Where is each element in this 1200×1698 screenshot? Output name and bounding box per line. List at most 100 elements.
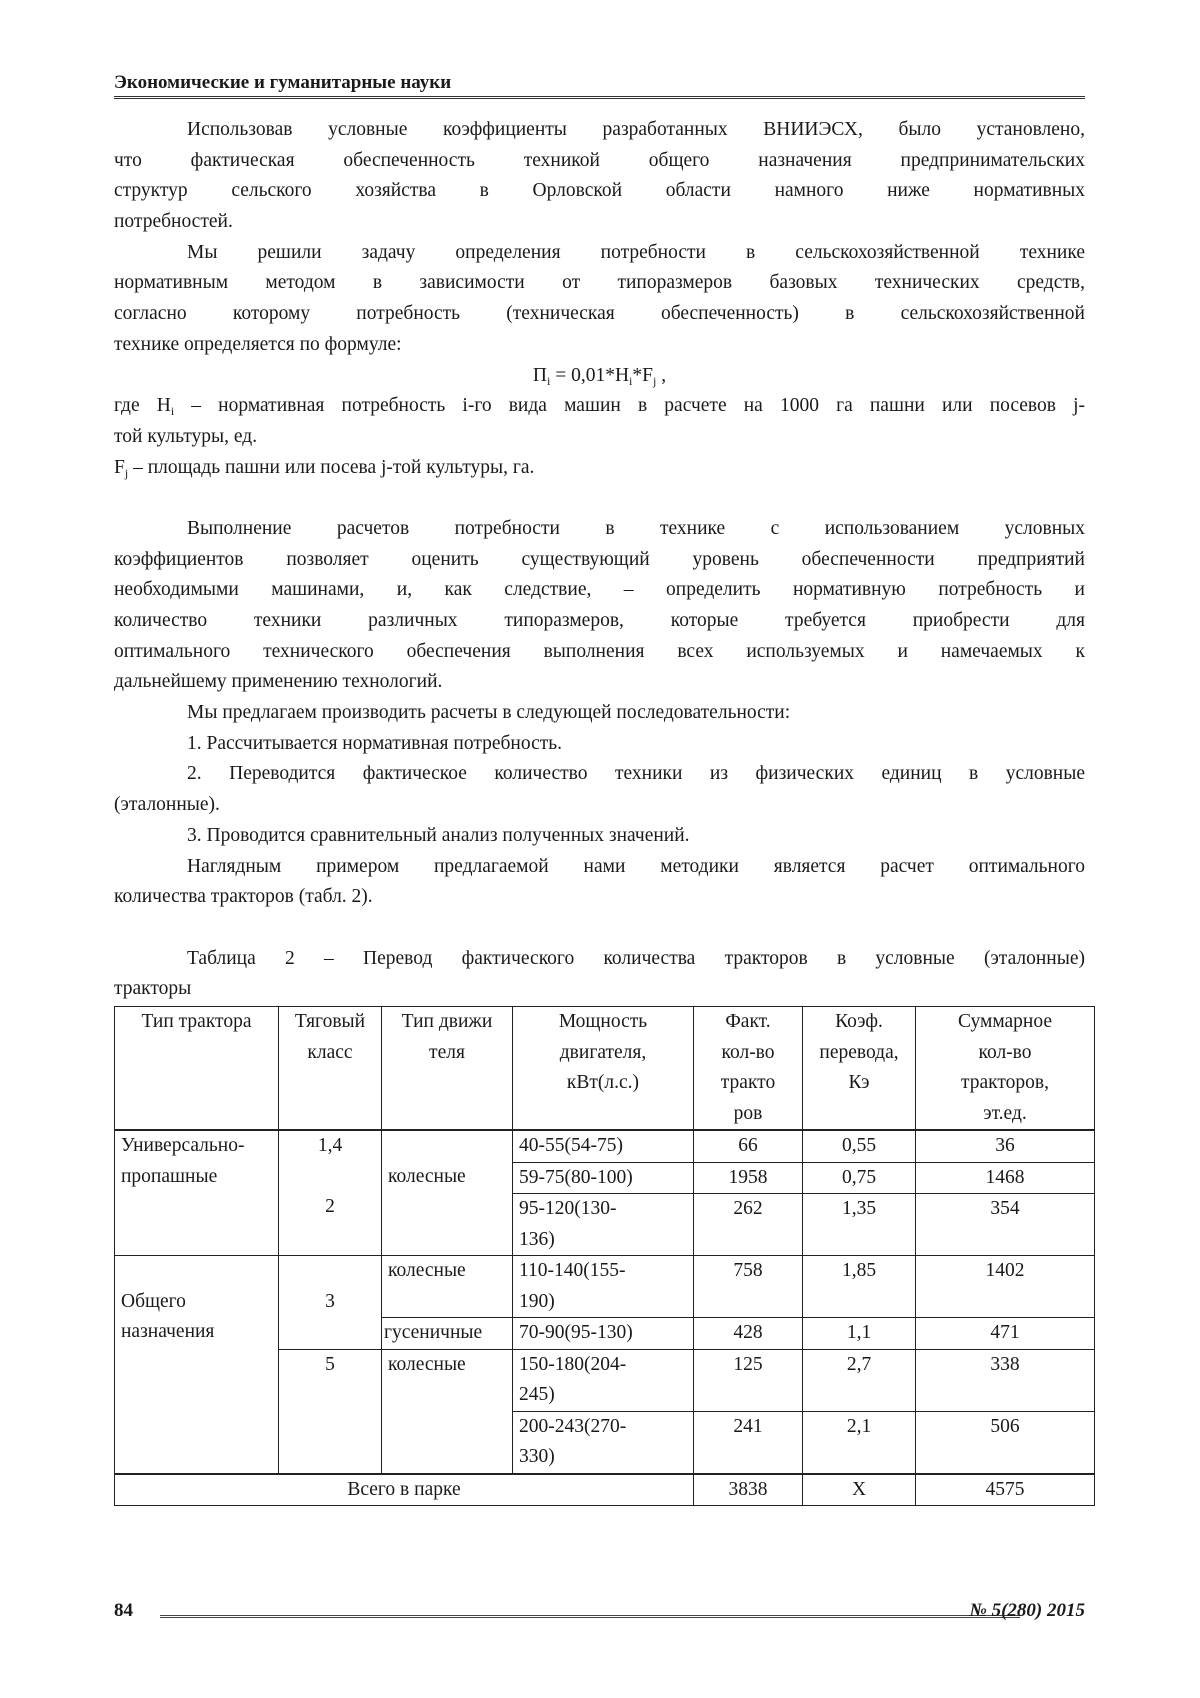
text-run: Наглядным примером предлагаемой нами мет… — [187, 856, 1085, 877]
cell-fact: 125 — [694, 1349, 803, 1411]
paragraph-3-line: дальнейшему применению технологий. — [114, 667, 1085, 698]
cell-coef: 0,55 — [803, 1130, 916, 1162]
cell-fact: 241 — [694, 1411, 803, 1474]
header-total-units: Суммарноекол-вотракторов,эт.ед. — [916, 1007, 1095, 1131]
text-run: где H — [114, 395, 171, 416]
cell-line: Универсально- — [121, 1131, 272, 1162]
issue-number: № 5(280) 2015 — [969, 1600, 1085, 1622]
blank-line — [114, 913, 1085, 944]
paragraph-1-line: что фактическая обеспеченность техникой … — [114, 146, 1085, 177]
class-value: 1,4 — [285, 1131, 375, 1162]
cell-line: 110-140(155- — [519, 1256, 687, 1287]
table-row: Общего назначения 3 колесные 110-140(155… — [115, 1256, 1095, 1318]
cell-line: Тип трактора — [121, 1007, 272, 1038]
text-run: согласно которому потребность (техническ… — [114, 303, 1085, 324]
paragraph-2-line: Мы решили задачу определения потребности… — [114, 238, 1085, 269]
text-run: F — [114, 457, 125, 478]
text-run: потребностей. — [114, 211, 233, 232]
cell-sum: 506 — [916, 1411, 1095, 1474]
text-run: коэффициентов позволяет оценить существу… — [114, 549, 1085, 570]
text-run: технике определяется по формуле: — [114, 334, 402, 355]
paragraph-3-line: Выполнение расчетов потребности в техник… — [114, 514, 1085, 545]
table-total-row: Всего в парке 3838 X 4575 — [115, 1474, 1095, 1506]
text-run: Мы предлагаем производить расчеты в след… — [187, 702, 790, 723]
cell-total-fact: 3838 — [694, 1474, 803, 1506]
type-line: назначения — [121, 1317, 272, 1348]
text-run: количество техники различных типоразмеро… — [114, 610, 1085, 631]
table-tractor-conversion: Тип трактора Тяговыйкласс Тип движителя … — [114, 1006, 1095, 1506]
cell-power: 95-120(130-136) — [513, 1194, 694, 1256]
cell-coef: 1,35 — [803, 1194, 916, 1256]
text-run: 1. Рассчитывается нормативная потребност… — [187, 733, 562, 754]
header-engine-power: Мощностьдвигателя,кВт(л.с.) — [513, 1007, 694, 1131]
text-run: Мы решили задачу определения потребности… — [187, 242, 1085, 263]
text-run: Использовав условные коэффициенты разраб… — [187, 119, 1085, 140]
cell-line: Факт. — [700, 1007, 796, 1038]
cell-line: 150-180(204- — [519, 1350, 687, 1381]
cell-line: Мощность — [519, 1007, 687, 1038]
table-row: Универсально-пропашные 1,4 2 колесные 40… — [115, 1130, 1095, 1162]
paragraph-1-line: потребностей. — [114, 207, 1085, 238]
cell-fact: 262 — [694, 1194, 803, 1256]
table-header-row: Тип трактора Тяговыйкласс Тип движителя … — [115, 1007, 1095, 1131]
cell-sum: 354 — [916, 1194, 1095, 1256]
cell-line: теля — [388, 1038, 506, 1069]
cell-line: 40-55(54-75) — [519, 1131, 687, 1162]
class-value: 3 — [285, 1287, 375, 1318]
cell-sum: 1468 — [916, 1162, 1095, 1194]
footer-divider — [160, 1615, 1020, 1618]
cell-sum: 471 — [916, 1318, 1095, 1350]
paragraph-4-line: Мы предлагаем производить расчеты в след… — [114, 698, 1085, 729]
cell-sum: 36 — [916, 1130, 1095, 1162]
cell-tractor-type: Универсально-пропашные — [115, 1130, 279, 1256]
text-run: той культуры, ед. — [114, 426, 257, 447]
paragraph-1-line: структур сельского хозяйства в Орловской… — [114, 176, 1085, 207]
step-2-line: (эталонные). — [114, 790, 1085, 821]
cell-line: 59-75(80-100) — [519, 1163, 687, 1194]
type-line: Общего — [121, 1287, 272, 1318]
step-2-line: 2. Переводится фактическое количество те… — [114, 759, 1085, 790]
running-header: Экономические и гуманитарные науки — [114, 72, 1085, 99]
text-run: нормативным методом в зависимости от тип… — [114, 272, 1085, 293]
cell-line: Тяговый — [285, 1007, 375, 1038]
header-traction-class: Тяговыйкласс — [279, 1007, 382, 1131]
body-text: Использовав условные коэффициенты разраб… — [114, 115, 1085, 1005]
cell-line: Тип движи — [388, 1007, 506, 1038]
page-number: 84 — [114, 1600, 133, 1622]
text-run: = 0,01*H — [550, 365, 629, 386]
cell-line: двигателя, — [519, 1038, 687, 1069]
cell-power: 70-90(95-130) — [513, 1318, 694, 1350]
propulsion-value: колесные — [388, 1162, 506, 1193]
cell-traction-class: 1,4 2 — [279, 1130, 382, 1256]
cell-coef: 1,1 — [803, 1318, 916, 1350]
text-run: 3. Проводится сравнительный анализ получ… — [187, 825, 690, 846]
cell-power: 40-55(54-75) — [513, 1130, 694, 1162]
cell-line: 136) — [519, 1225, 687, 1256]
cell-total-label: Всего в парке — [115, 1474, 694, 1506]
cell-traction-class: 5 — [279, 1349, 382, 1474]
cell-propulsion: гусеничные — [382, 1318, 513, 1350]
cell-line: Коэф. — [809, 1007, 909, 1038]
text-run: структур сельского хозяйства в Орловской… — [114, 180, 1085, 201]
cell-propulsion: колесные — [382, 1349, 513, 1474]
text-run: П — [533, 365, 547, 386]
text-run: 2. Переводится фактическое количество те… — [187, 763, 1085, 784]
cell-line: Суммарное — [922, 1007, 1088, 1038]
cell-line: 200-243(270- — [519, 1412, 687, 1443]
class-value: 2 — [285, 1192, 375, 1223]
cell-line: пропашные — [121, 1162, 272, 1193]
cell-fact: 1958 — [694, 1162, 803, 1194]
text-run: , — [656, 365, 666, 386]
cell-power: 150-180(204-245) — [513, 1349, 694, 1411]
text-run: Таблица 2 – Перевод фактического количес… — [187, 948, 1085, 969]
cell-line: кВт(л.с.) — [519, 1068, 687, 1099]
formula: Пi = 0,01*Hi*Fj , — [114, 361, 1085, 392]
cell-sum: 338 — [916, 1349, 1095, 1411]
step-3-line: 3. Проводится сравнительный анализ получ… — [114, 821, 1085, 852]
table-caption-line: Таблица 2 – Перевод фактического количес… — [114, 944, 1085, 975]
cell-line: ров — [700, 1099, 796, 1130]
cell-line: перевода, — [809, 1038, 909, 1069]
text-run: оптимального технического обеспечения вы… — [114, 641, 1085, 662]
paragraph-2-line: технике определяется по формуле: — [114, 330, 1085, 361]
cell-coef: 2,7 — [803, 1349, 916, 1411]
